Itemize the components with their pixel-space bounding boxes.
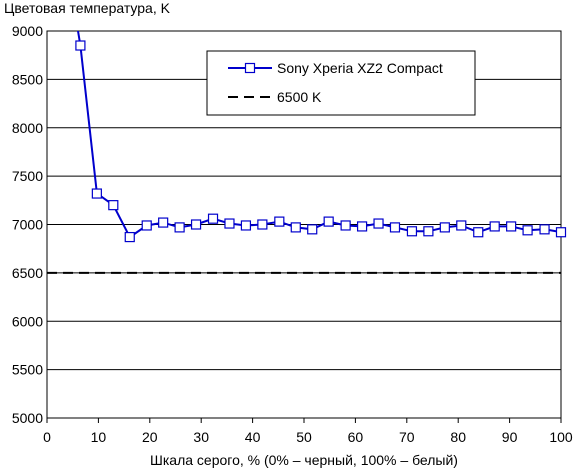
x-tick-label: 0 <box>43 429 51 445</box>
x-tick-label: 60 <box>348 429 364 445</box>
data-point <box>340 220 351 231</box>
data-point <box>174 222 185 233</box>
data-point <box>158 217 169 228</box>
data-point <box>323 216 334 227</box>
data-point <box>307 224 318 235</box>
data-point <box>506 221 517 232</box>
x-tick-label: 90 <box>502 429 518 445</box>
legend: Sony Xperia XZ2 Compact 6500 K <box>206 50 476 116</box>
y-tick-label: 7500 <box>12 168 43 184</box>
y-tick-label: 9000 <box>12 23 43 39</box>
data-point <box>124 231 135 243</box>
data-point <box>356 221 368 232</box>
x-tick-label: 40 <box>245 429 261 445</box>
x-axis-label: Шкала серого, % (0% – черный, 100% – бел… <box>150 452 458 468</box>
data-point <box>555 227 567 238</box>
data-point <box>240 220 252 231</box>
x-tick-label: 20 <box>142 429 158 445</box>
x-tick-label: 80 <box>450 429 466 445</box>
data-point <box>389 222 401 233</box>
data-point <box>274 216 285 227</box>
x-tick-label: 10 <box>91 429 107 445</box>
data-point <box>423 226 434 237</box>
data-point <box>406 226 418 237</box>
y-tick-label: 6000 <box>12 313 43 329</box>
y-tick-label: 8000 <box>12 120 43 136</box>
data-point <box>522 225 533 236</box>
y-tick-label: 6500 <box>12 265 43 281</box>
data-point <box>91 188 102 199</box>
data-point <box>190 219 202 230</box>
x-tick-label: 30 <box>193 429 209 445</box>
x-tick-label: 100 <box>549 429 573 445</box>
data-point <box>489 221 500 232</box>
y-tick-label: 5500 <box>12 362 43 378</box>
data-point <box>439 222 450 233</box>
y-tick-label: 5000 <box>12 410 43 426</box>
legend-label-6500k: 6500 K <box>277 89 322 105</box>
data-point <box>456 220 467 231</box>
y-tick-label: 8500 <box>12 71 43 87</box>
series-layer <box>47 31 567 274</box>
legend-label-xperia: Sony Xperia XZ2 Compact <box>277 60 443 76</box>
legend-marker-xperia <box>244 62 256 74</box>
data-point <box>539 224 550 235</box>
data-point <box>473 227 484 238</box>
legend-box <box>206 50 476 116</box>
data-point <box>224 218 235 229</box>
data-point <box>290 222 301 233</box>
chart-title: Цветовая температура, K <box>4 0 171 16</box>
x-tick-label: 50 <box>296 429 312 445</box>
data-point <box>257 219 268 230</box>
data-point <box>75 40 86 51</box>
x-axis-ticks: 0 10 20 30 40 50 60 70 80 90 100 <box>43 418 573 445</box>
y-tick-label: 7000 <box>12 217 43 233</box>
data-point <box>141 220 152 231</box>
data-point <box>207 213 219 224</box>
series-line-xperia <box>76 31 561 239</box>
data-point <box>108 200 119 211</box>
data-point <box>373 218 384 229</box>
x-tick-label: 70 <box>399 429 415 445</box>
y-axis-ticks: 5000 5500 6000 6500 7000 7500 8000 8500 9000 <box>12 23 43 426</box>
